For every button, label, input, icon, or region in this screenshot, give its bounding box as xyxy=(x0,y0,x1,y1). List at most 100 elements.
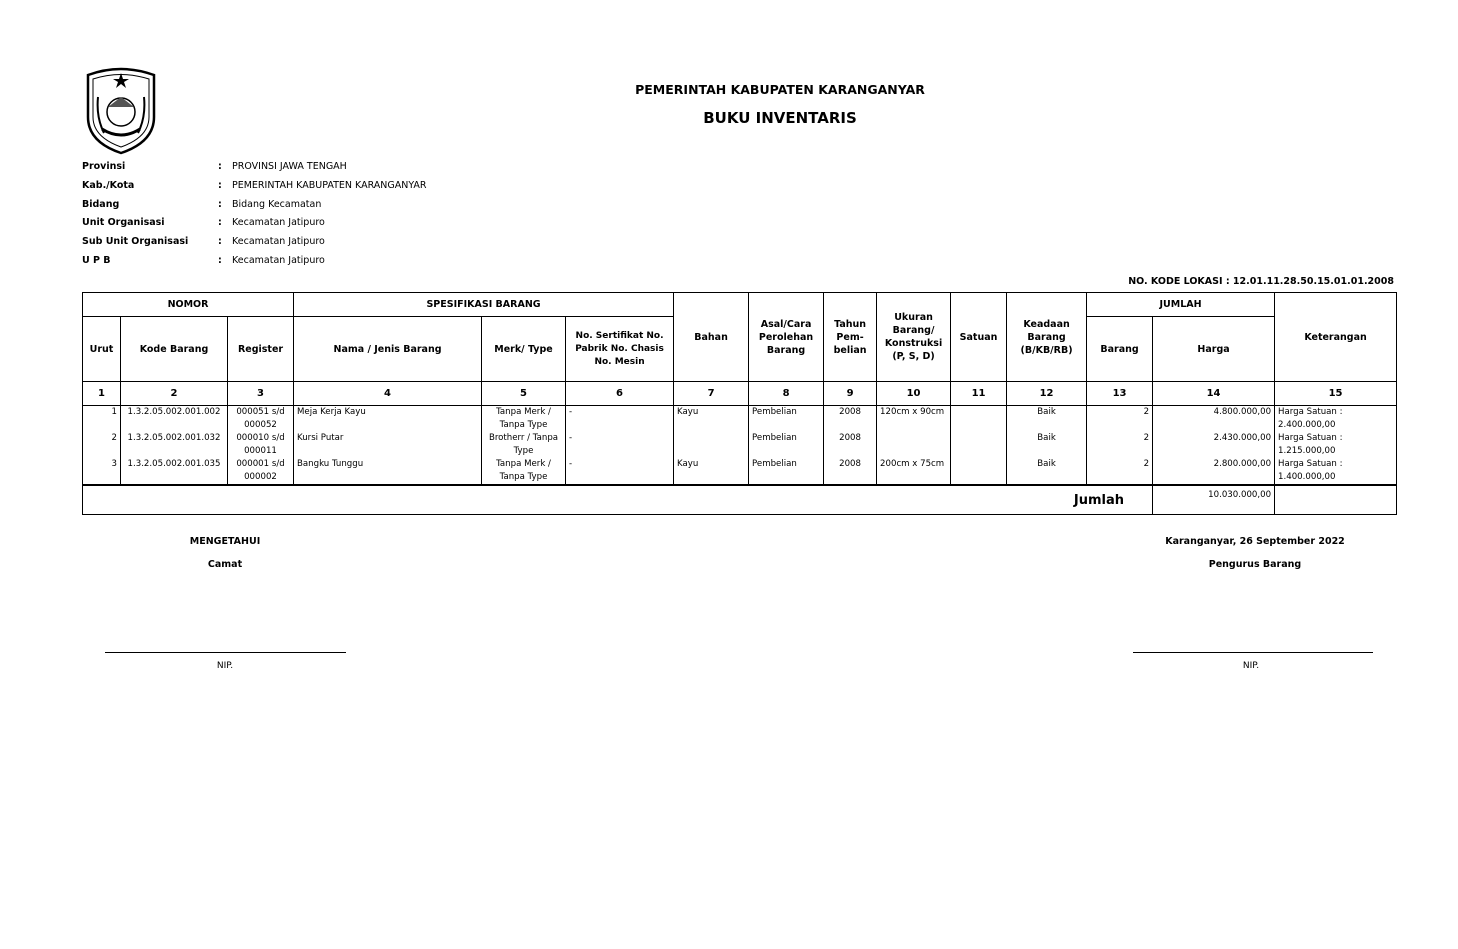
total-label: Jumlah xyxy=(81,484,1154,515)
column-number-row: 1 2 3 4 5 6 7 8 9 10 11 12 13 14 15 xyxy=(82,381,1398,406)
table-cell: Harga Satuan : 1.400.000,00 xyxy=(1274,458,1398,486)
info-colon: : xyxy=(218,236,222,248)
info-colon: : xyxy=(218,161,222,172)
location-code: NO. KODE LOKASI : 12.01.11.28.50.15.01.0… xyxy=(1128,276,1394,287)
info-row: Unit Organisasi: Kecamatan Jatipuro xyxy=(82,217,427,236)
total-empty-cell xyxy=(1274,484,1398,515)
column-number: 1 xyxy=(82,381,121,406)
table-cell: 000001 s/d 000002 xyxy=(226,458,295,486)
table-cell: Tanpa Merk / Tanpa Type xyxy=(481,405,567,432)
table-cell: Baik xyxy=(1006,405,1088,432)
left-nip: NIP. xyxy=(216,661,234,671)
right-signature-role: Pengurus Barang xyxy=(1208,559,1302,570)
table-cell: 2 xyxy=(82,432,121,458)
inventory-table: NOMOR SPESIFIKASI BARANG Bahan Asal/Cara… xyxy=(81,292,1398,515)
column-number: 4 xyxy=(293,381,483,406)
left-signature-role: Camat xyxy=(207,559,243,570)
info-colon: : xyxy=(218,179,222,191)
group-spesifikasi: SPESIFIKASI BARANG xyxy=(293,292,675,317)
page-subtitle: BUKU INVENTARIS xyxy=(703,109,857,127)
info-row: Bidang: Bidang Kecamatan xyxy=(82,199,427,218)
col-header: Harga xyxy=(1152,316,1276,382)
left-signature-line xyxy=(105,652,346,653)
col-header: Keterangan xyxy=(1274,292,1398,382)
info-block: Provinsi: PROVINSI JAWA TENGAH Kab./Kota:… xyxy=(82,161,427,274)
info-value: PROVINSI JAWA TENGAH xyxy=(232,161,347,172)
col-header: Nama / Jenis Barang xyxy=(293,316,483,382)
karanganyar-emblem-logo xyxy=(82,67,160,159)
table-cell: 3 xyxy=(82,458,121,486)
table-cell: Bangku Tunggu xyxy=(293,458,483,486)
group-nomor: NOMOR xyxy=(81,292,295,317)
col-header: Keadaan Barang (B/KB/RB) xyxy=(1006,292,1088,382)
table-cell: Tanpa Merk / Tanpa Type xyxy=(481,458,567,486)
info-label: Sub Unit Organisasi xyxy=(82,236,189,248)
table-cell: - xyxy=(565,458,675,486)
column-number: 5 xyxy=(481,381,567,406)
info-label: Unit Organisasi xyxy=(82,217,165,229)
column-number: 10 xyxy=(876,381,952,406)
col-header: Tahun Pem- belian xyxy=(823,292,878,382)
info-value: Kecamatan Jatipuro xyxy=(232,254,325,266)
col-header: Merk/ Type xyxy=(481,316,567,382)
table-cell: 000010 s/d 000011 xyxy=(226,432,295,458)
column-number: 2 xyxy=(120,381,228,406)
table-cell: 1.3.2.05.002.001.035 xyxy=(120,458,228,486)
info-colon: : xyxy=(218,198,222,210)
column-number: 3 xyxy=(226,381,295,406)
col-header: Barang xyxy=(1086,316,1154,382)
table-cell: Pembelian xyxy=(748,458,825,486)
total-row: Jumlah 10.030.000,00 xyxy=(81,484,1398,515)
info-value: Kecamatan Jatipuro xyxy=(232,236,325,248)
table-cell: Harga Satuan : 1.215.000,00 xyxy=(1274,432,1398,458)
table-cell: 120cm x 90cm xyxy=(876,405,952,432)
group-jumlah: JUMLAH xyxy=(1086,292,1276,317)
column-number: 8 xyxy=(748,381,825,406)
table-cell xyxy=(673,432,750,458)
info-label: Bidang xyxy=(82,198,120,210)
info-row: U P B: Kecamatan Jatipuro xyxy=(82,255,427,274)
table-cell: Baik xyxy=(1006,432,1088,458)
info-label: Provinsi xyxy=(82,161,126,172)
col-header: Kode Barang xyxy=(120,316,228,382)
column-number: 15 xyxy=(1274,381,1398,406)
column-number: 13 xyxy=(1086,381,1154,406)
table-cell: 2 xyxy=(1086,432,1154,458)
table-cell: 1 xyxy=(82,405,121,432)
table-row: 3 1.3.2.05.002.001.035 000001 s/d 000002 Ba… xyxy=(82,458,1398,486)
col-header: Ukuran Barang/ Konstruksi (P, S, D) xyxy=(876,292,952,382)
info-colon: : xyxy=(218,217,222,229)
table-row: 1 1.3.2.05.002.001.002 000051 s/d 000052 Me… xyxy=(82,405,1398,432)
table-cell: Kayu xyxy=(673,405,750,432)
page-title: PEMERINTAH KABUPATEN KARANGANYAR xyxy=(635,82,925,97)
table-cell: 2.430.000,00 xyxy=(1152,432,1276,458)
table-cell: - xyxy=(565,432,675,458)
info-row: Provinsi: PROVINSI JAWA TENGAH xyxy=(82,161,427,180)
info-row: Kab./Kota: PEMERINTAH KABUPATEN KARANGANY… xyxy=(82,180,427,199)
info-label: Kab./Kota xyxy=(82,179,135,191)
column-number: 7 xyxy=(673,381,750,406)
table-cell: Brotherr / Tanpa Type xyxy=(481,432,567,458)
column-number: 14 xyxy=(1152,381,1276,406)
table-cell: - xyxy=(565,405,675,432)
table-cell: Baik xyxy=(1006,458,1088,486)
table-cell xyxy=(876,432,952,458)
column-number: 12 xyxy=(1006,381,1088,406)
table-cell xyxy=(950,405,1008,432)
table-cell: 4.800.000,00 xyxy=(1152,405,1276,432)
right-signature-heading: Karanganyar, 26 September 2022 xyxy=(1165,536,1345,547)
table-row: 2 1.3.2.05.002.001.032 000010 s/d 000011 Ku… xyxy=(82,432,1398,458)
table-cell: 2008 xyxy=(823,458,878,486)
table-cell: Meja Kerja Kayu xyxy=(293,405,483,432)
table-cell: Harga Satuan : 2.400.000,00 xyxy=(1274,405,1398,432)
col-header: No. Sertifikat No. Pabrik No. Chasis No.… xyxy=(565,316,675,382)
table-cell: 000051 s/d 000052 xyxy=(226,405,295,432)
table-cell: 2.800.000,00 xyxy=(1152,458,1276,486)
info-value: Kecamatan Jatipuro xyxy=(232,217,325,229)
left-signature-heading: MENGETAHUI xyxy=(189,536,261,547)
table-cell: 200cm x 75cm xyxy=(876,458,952,486)
col-header: Asal/Cara Perolehan Barang xyxy=(748,292,825,382)
info-value: Bidang Kecamatan xyxy=(232,198,322,210)
table-cell: 2 xyxy=(1086,458,1154,486)
info-label: U P B xyxy=(82,254,111,266)
